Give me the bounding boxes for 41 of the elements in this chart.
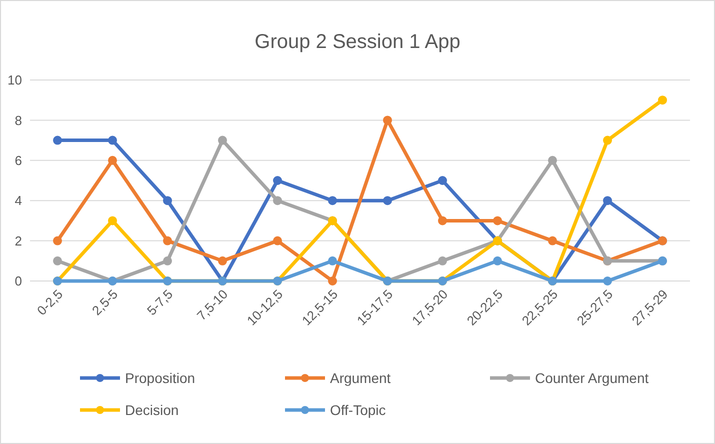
point bbox=[163, 236, 172, 246]
point bbox=[658, 96, 667, 105]
point bbox=[328, 276, 337, 286]
point bbox=[218, 136, 227, 145]
point bbox=[438, 216, 447, 226]
legend-label: Decision bbox=[125, 402, 179, 418]
point bbox=[493, 256, 502, 266]
point bbox=[273, 196, 282, 206]
point bbox=[603, 136, 612, 145]
legend-label: Counter Argument bbox=[535, 370, 649, 386]
point bbox=[53, 236, 62, 246]
point bbox=[438, 176, 447, 185]
point bbox=[383, 196, 392, 206]
y-tick-label: 0 bbox=[14, 274, 22, 289]
y-tick-label: 2 bbox=[14, 233, 22, 248]
point bbox=[108, 156, 117, 165]
point bbox=[53, 256, 62, 266]
point bbox=[328, 256, 337, 266]
point bbox=[328, 196, 337, 206]
point bbox=[273, 236, 282, 246]
legend-label: Off-Topic bbox=[330, 402, 386, 418]
point bbox=[163, 196, 172, 206]
point bbox=[218, 256, 227, 266]
point bbox=[108, 136, 117, 145]
legend-label: Argument bbox=[330, 370, 391, 386]
y-tick-label: 8 bbox=[14, 112, 22, 128]
point bbox=[493, 216, 502, 226]
y-tick-label: 6 bbox=[14, 152, 22, 168]
point bbox=[548, 156, 557, 165]
y-tick-label: 10 bbox=[8, 72, 22, 88]
point bbox=[603, 196, 612, 206]
point bbox=[438, 256, 447, 266]
point bbox=[108, 216, 117, 226]
legend-label: Proposition bbox=[125, 370, 196, 386]
point bbox=[53, 136, 62, 145]
point bbox=[548, 236, 557, 246]
y-tick-label: 4 bbox=[14, 193, 22, 208]
chart-title: Group 2 Session 1 App bbox=[254, 31, 460, 53]
point bbox=[163, 256, 172, 266]
point bbox=[603, 276, 612, 286]
point bbox=[273, 176, 282, 185]
